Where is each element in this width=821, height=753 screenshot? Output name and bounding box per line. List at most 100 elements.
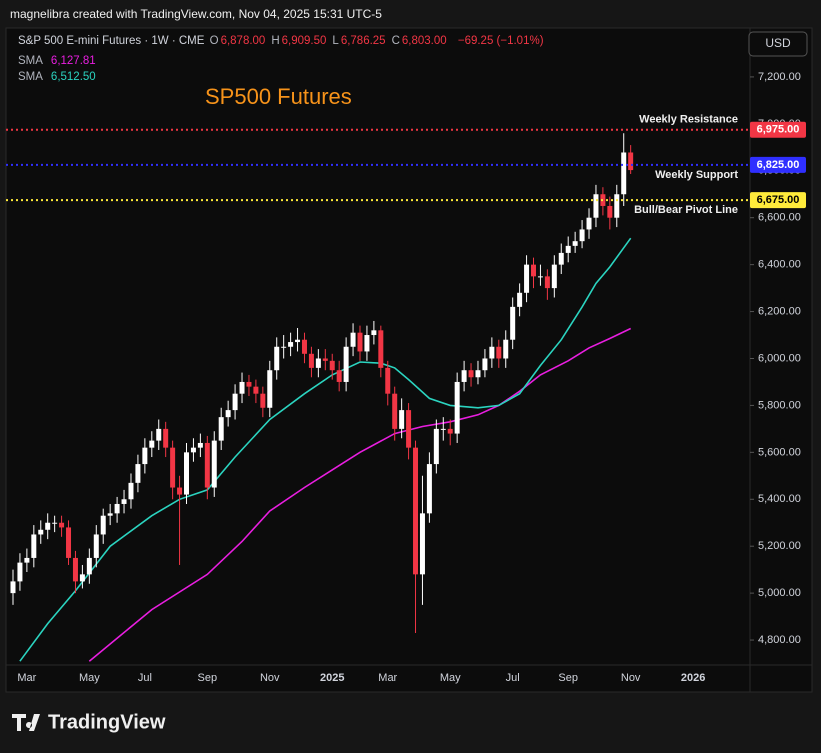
brand-logo: TradingView	[12, 711, 166, 733]
candle-body	[537, 276, 543, 278]
candle-body	[79, 574, 85, 582]
candle-body	[86, 557, 92, 575]
x-tick-label: Jul	[138, 672, 152, 684]
currency-button[interactable]	[748, 31, 808, 57]
candle-body	[399, 410, 405, 429]
candle-body	[232, 393, 238, 411]
candle-body	[10, 581, 16, 594]
candle-body	[260, 393, 266, 408]
y-tick-label: 4,800.00	[758, 634, 801, 646]
legend-row: SMA 6,512.50	[18, 69, 98, 85]
candle-body	[524, 264, 530, 293]
legend-row: SMA 6,127.81	[18, 53, 98, 69]
candle-body	[31, 534, 37, 558]
candle-body	[253, 386, 259, 394]
candle-body	[121, 499, 127, 504]
candle-body	[482, 358, 488, 371]
candle-body	[426, 464, 432, 514]
candle-body	[413, 447, 419, 575]
chart-title: SP500 Futures	[205, 84, 352, 109]
candle-body	[17, 562, 23, 582]
level-tag	[750, 121, 806, 138]
candle-body	[38, 529, 44, 535]
currency-label[interactable]: USD	[765, 36, 791, 50]
x-tick-label: 2026	[681, 672, 705, 684]
ohlc-key: H	[271, 35, 280, 47]
candle-body	[128, 482, 134, 500]
sma-legend: SMA 6,127.81 SMA 6,512.50	[18, 53, 98, 85]
x-tick-label: Sep	[198, 672, 218, 684]
level-label: 6,675.00	[757, 194, 800, 206]
candle-body	[378, 330, 384, 368]
brand-name: TradingView	[48, 711, 166, 733]
candle-body	[267, 370, 273, 408]
candle-body	[433, 428, 439, 465]
candle-body	[593, 194, 599, 218]
candle-body	[350, 332, 356, 347]
candle-body	[218, 417, 224, 441]
candle-body	[343, 346, 349, 382]
ohlc-item: C 6,803.00	[392, 35, 449, 47]
level-tag	[750, 156, 806, 173]
chart-panel	[5, 27, 813, 693]
symbol: S&P 500 E-mini Futures · 1W · CME	[18, 35, 205, 47]
candle-body	[66, 527, 72, 558]
level-label: 6,975.00	[757, 124, 800, 136]
y-tick-label: 5,800.00	[758, 399, 801, 411]
logo-icon	[12, 714, 40, 731]
candle-body	[544, 276, 550, 289]
level-annotation: Bull/Bear Pivot Line	[634, 204, 738, 216]
candle-body	[52, 522, 58, 524]
candle-body	[59, 522, 65, 528]
ohlc: O 6,878.00 H 6,909.50 L 6,786.25 C 6,803.00	[210, 35, 453, 47]
legend-value: 6,512.50	[50, 71, 96, 83]
level-label: 6,825.00	[757, 159, 800, 171]
x-tick-label: May	[79, 672, 100, 684]
candle-body	[45, 522, 51, 530]
candle-body	[329, 360, 335, 371]
y-tick-label: 6,400.00	[758, 259, 801, 271]
y-tick-label: 6,200.00	[758, 305, 801, 317]
level-annotation: Weekly Resistance	[639, 114, 738, 126]
level-tag	[750, 192, 806, 209]
candle-body	[572, 241, 578, 246]
candle-body	[392, 393, 398, 429]
ohlc-item: O 6,878.00	[210, 35, 268, 47]
ohlc-key: C	[391, 35, 400, 47]
candle-body	[156, 428, 162, 441]
candle-body	[336, 370, 342, 382]
candle-body	[364, 335, 370, 352]
x-tick-label: Mar	[378, 672, 397, 684]
y-tick-label: 6,600.00	[758, 212, 801, 224]
candle-body	[461, 370, 467, 382]
ohlc-key: O	[209, 35, 219, 47]
candle-body	[322, 358, 328, 361]
x-tick-label: Jul	[506, 672, 520, 684]
candle-body	[419, 513, 425, 575]
candle-body	[628, 152, 634, 171]
candle-body	[149, 440, 155, 448]
candle-body	[93, 534, 99, 558]
candle-body	[142, 447, 148, 465]
candle-body	[586, 217, 592, 230]
candle-body	[447, 428, 453, 434]
candle-body	[281, 346, 287, 348]
candle-body	[114, 503, 120, 514]
candle-body	[454, 381, 460, 434]
candle-body	[558, 252, 564, 265]
x-tick-label: Sep	[558, 672, 578, 684]
level-annotation: Weekly Support	[655, 169, 738, 181]
ohlc-value: 6,878.00	[220, 35, 266, 47]
ohlc-value: 6,786.25	[340, 35, 386, 47]
candle-body	[100, 515, 106, 535]
candle-body	[579, 229, 585, 242]
y-tick-label: 6,000.00	[758, 352, 801, 364]
candle-body	[72, 557, 78, 582]
candle-body	[239, 381, 245, 394]
candle-body	[308, 353, 314, 368]
credit: magnelibra created with TradingView.com,…	[10, 7, 382, 21]
x-tick-label: May	[440, 672, 461, 684]
y-tick-label: 5,000.00	[758, 587, 801, 599]
